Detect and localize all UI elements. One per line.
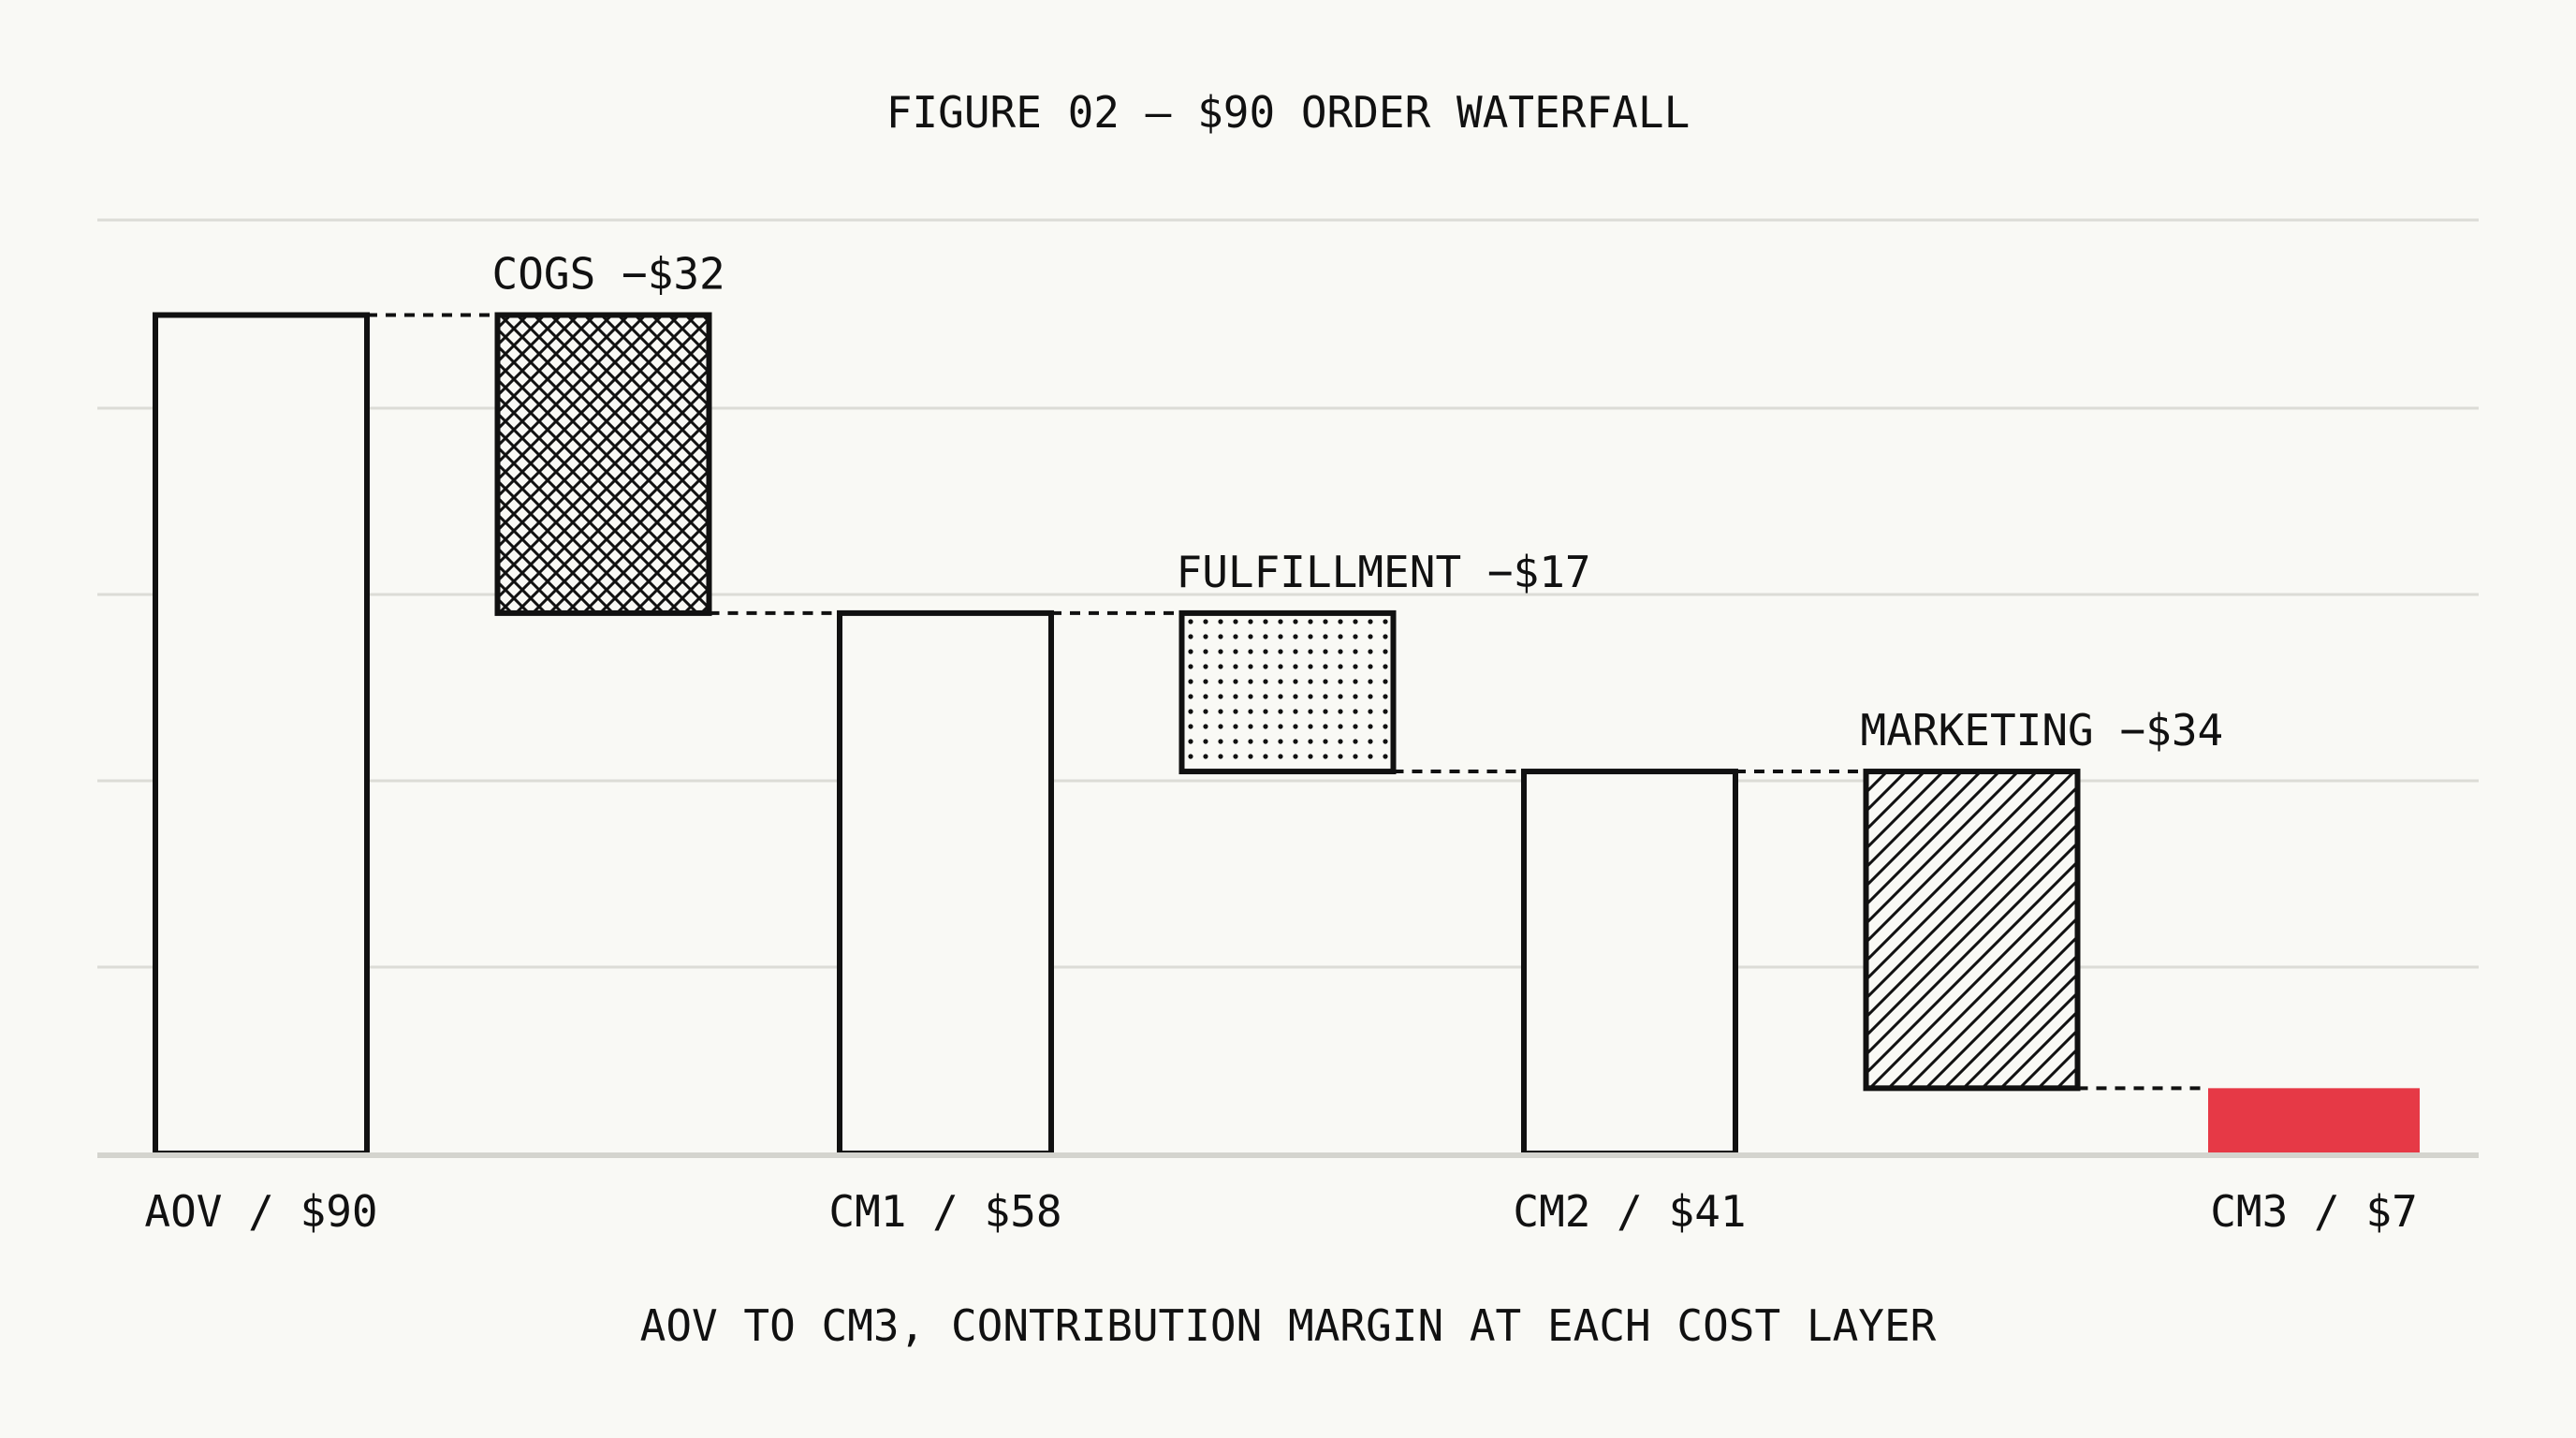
total-bar-4	[1521, 769, 1738, 1156]
total-bar-0	[153, 312, 370, 1156]
x-tick-label: AOV / $90	[144, 1186, 377, 1237]
x-tick-label: CM1 / $58	[828, 1186, 1061, 1237]
total-bar-2	[837, 609, 1054, 1156]
chart-subtitle: AOV TO CM3, CONTRIBUTION MARGIN AT EACH …	[640, 1300, 1937, 1351]
cost-label: MARKETING −$34	[1861, 705, 2224, 756]
bars	[153, 312, 2420, 1156]
cost-label: FULFILLMENT −$17	[1177, 547, 1591, 597]
total-bar-6	[2208, 1088, 2420, 1153]
cost-bar-3	[1178, 609, 1397, 775]
x-tick-label: CM3 / $7	[2210, 1186, 2418, 1237]
connector-lines	[367, 313, 2208, 1091]
grid-lines	[97, 218, 2479, 969]
cost-bar-5	[1863, 769, 2081, 1092]
chart-title: FIGURE 02 — $90 ORDER WATERFALL	[886, 87, 1690, 138]
cost-bar-1	[494, 312, 712, 616]
cost-label: COGS −$32	[492, 249, 725, 300]
labels: AOV / $90 COGS −$32 CM1 / $58 FULFILLMENT −…	[144, 249, 2417, 1238]
x-tick-label: CM2 / $41	[1513, 1186, 1746, 1237]
